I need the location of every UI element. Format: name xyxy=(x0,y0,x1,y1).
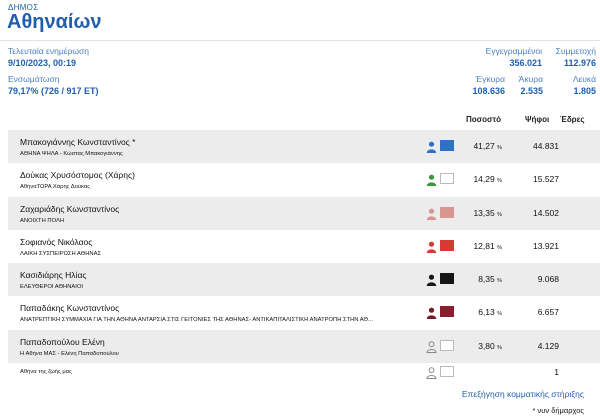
party-color-swatch xyxy=(440,240,454,251)
person-icon xyxy=(426,340,437,353)
column-votes: Ψήφοι xyxy=(525,115,550,124)
person-icon xyxy=(426,306,437,319)
person-icon xyxy=(426,207,437,220)
person-icon xyxy=(426,273,437,286)
party-color-swatch xyxy=(440,306,454,317)
percent-unit: % xyxy=(497,278,502,284)
party-name: ΑΝΟΙΧΤΗ ΠΟΛΗ xyxy=(20,218,65,224)
valid-value: 108.636 xyxy=(472,86,505,96)
party-support-link[interactable]: Επεξήγηση κομματικής στήριξης xyxy=(461,389,584,399)
page-title: Αθηναίων xyxy=(7,11,102,33)
last-update: Τελευταία ενημέρωση 9/10/2023, 00:19 xyxy=(8,46,89,68)
percent-cell: 8,35 % xyxy=(466,274,502,284)
invalid: Άκυρα 2.535 xyxy=(519,74,543,96)
valid: Έγκυρα 108.636 xyxy=(472,74,505,96)
last-update-label: Τελευταία ενημέρωση xyxy=(8,46,89,56)
percent-unit: % xyxy=(497,311,502,317)
integration-value: 79,17% (726 / 917 ΕΤ) xyxy=(8,86,99,96)
percent-unit: % xyxy=(497,178,502,184)
votes-value: 9.068 xyxy=(537,274,559,284)
votes-value: 4.129 xyxy=(537,341,559,351)
participation-value: 112.976 xyxy=(563,58,596,68)
party-color-swatch xyxy=(440,340,454,351)
person-icon xyxy=(426,173,437,186)
candidate-row: Ζαχαριάδης Κωνσταντίνος ΑΝΟΙΧΤΗ ΠΟΛΗ 13,35… xyxy=(8,197,600,230)
participation-label: Συμμετοχή xyxy=(555,46,596,56)
candidate-name: Μπακογιάννης Κωνσταντίνος * xyxy=(20,137,136,147)
invalid-value: 2.535 xyxy=(520,86,543,96)
candidate-name: Κασιδιάρης Ηλίας xyxy=(20,270,87,280)
party-name: ΛΑΪΚΗ ΣΥΣΠΕΙΡΩΣΗ ΑΘΗΝΑΣ xyxy=(20,251,102,257)
candidate-row: Αθήνα της ζωής μας 1 xyxy=(8,360,600,384)
percent-value: 12,81 xyxy=(473,241,495,251)
valid-label: Έγκυρα xyxy=(475,74,505,84)
percent-unit: % xyxy=(497,245,502,251)
percent-value: 13,35 xyxy=(473,208,495,218)
incumbent-note: * νυν δήμαρχος xyxy=(532,406,584,415)
party-name: ΑΘΗΝΑ ΨΗΛΑ - Κώστας Μπακογιάννης xyxy=(20,151,123,157)
registered: Εγγεγραμμένοι 356.021 xyxy=(486,46,542,68)
votes-value: 13.921 xyxy=(533,241,559,251)
candidate-row: Παπαδοπούλου Ελένη Η Αθήνα ΜΑΣ - Ελένη Πα… xyxy=(8,330,600,363)
percent-cell: 14,29 % xyxy=(466,174,502,184)
blank-label: Λευκά xyxy=(572,74,596,84)
party-name: Αθήνα της ζωής μας xyxy=(20,369,72,375)
percent-unit: % xyxy=(497,145,502,151)
party-color-swatch xyxy=(440,273,454,284)
votes-value: 6.657 xyxy=(537,307,559,317)
percent-cell: 13,35 % xyxy=(466,208,502,218)
votes-value: 14.502 xyxy=(533,208,559,218)
percent-value: 8,35 xyxy=(478,274,495,284)
integration: Ενσωμάτωση 79,17% (726 / 917 ΕΤ) xyxy=(8,74,99,96)
candidate-row: Μπακογιάννης Κωνσταντίνος * ΑΘΗΝΑ ΨΗΛΑ - … xyxy=(8,130,600,163)
votes-value: 1 xyxy=(554,367,559,377)
percent-value: 6,13 xyxy=(478,307,495,317)
person-icon xyxy=(426,240,437,253)
party-color-swatch xyxy=(440,207,454,218)
blank: Λευκά 1.805 xyxy=(573,74,596,96)
blank-value: 1.805 xyxy=(573,86,596,96)
header-label: ΔΗΜΟΣ xyxy=(8,3,39,12)
candidate-row: Σοφιανός Νικόλαος ΛΑΪΚΗ ΣΥΣΠΕΙΡΩΣΗ ΑΘΗΝΑΣ… xyxy=(8,230,600,263)
party-name: Η Αθήνα ΜΑΣ - Ελένη Παπαδοπούλου xyxy=(20,351,119,357)
percent-value: 41,27 xyxy=(473,141,495,151)
party-color-swatch xyxy=(440,366,454,377)
participation: Συμμετοχή 112.976 xyxy=(556,46,596,68)
candidate-row: Κασιδιάρης Ηλίας ΕΛΕΥΘΕΡΟΙ ΑΘΗΝΑΙΟΙ 8,35 %… xyxy=(8,263,600,296)
last-update-value: 9/10/2023, 00:19 xyxy=(8,58,77,68)
invalid-label: Άκυρα xyxy=(518,74,543,84)
column-percent: Ποσοστό xyxy=(466,115,501,124)
registered-label: Εγγεγραμμένοι xyxy=(485,46,542,56)
column-seats: Έδρες xyxy=(560,115,585,124)
percent-value: 3,80 xyxy=(478,341,495,351)
candidate-name: Παπαδάκης Κωνσταντίνος xyxy=(20,303,120,313)
candidate-row: Δούκας Χρυσόστομος (Χάρης) ΑθήναΤΩΡΑ Χάρη… xyxy=(8,163,600,196)
percent-cell: 41,27 % xyxy=(466,141,502,151)
candidate-name: Ζαχαριάδης Κωνσταντίνος xyxy=(20,204,120,214)
integration-label: Ενσωμάτωση xyxy=(8,74,60,84)
party-name: ΑθήναΤΩΡΑ Χάρης Δούκας xyxy=(20,184,90,190)
percent-cell: 6,13 % xyxy=(466,307,502,317)
person-icon xyxy=(426,366,437,379)
party-name: ΑΝΑΤΡΕΠΤΙΚΗ ΣΥΜΜΑΧΙΑ ΓΙΑ ΤΗΝ ΑΘΗΝΑ ΑΝΤΑΡ… xyxy=(20,317,373,323)
percent-unit: % xyxy=(497,345,502,351)
party-color-swatch xyxy=(440,140,454,151)
percent-unit: % xyxy=(497,212,502,218)
percent-cell: 3,80 % xyxy=(466,341,502,351)
divider xyxy=(0,40,600,41)
percent-value: 14,29 xyxy=(473,174,495,184)
person-icon xyxy=(426,140,437,153)
party-color-swatch xyxy=(440,173,454,184)
candidate-row: Παπαδάκης Κωνσταντίνος ΑΝΑΤΡΕΠΤΙΚΗ ΣΥΜΜΑΧ… xyxy=(8,296,600,329)
votes-value: 44.831 xyxy=(533,141,559,151)
percent-cell: 12,81 % xyxy=(466,241,502,251)
candidate-name: Παπαδοπούλου Ελένη xyxy=(20,337,105,347)
candidate-name: Σοφιανός Νικόλαος xyxy=(20,237,93,247)
registered-value: 356.021 xyxy=(509,58,542,68)
votes-value: 15.527 xyxy=(533,174,559,184)
candidate-name: Δούκας Χρυσόστομος (Χάρης) xyxy=(20,170,135,180)
party-name: ΕΛΕΥΘΕΡΟΙ ΑΘΗΝΑΙΟΙ xyxy=(20,284,84,290)
